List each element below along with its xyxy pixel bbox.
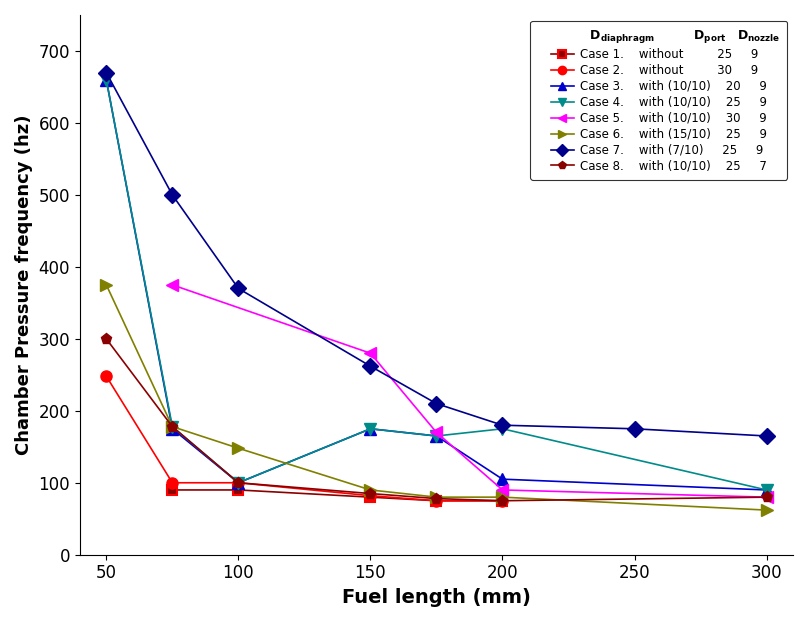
X-axis label: Fuel length (mm): Fuel length (mm) [342, 588, 531, 607]
Y-axis label: Chamber Pressure frequency (hz): Chamber Pressure frequency (hz) [15, 114, 33, 455]
Legend: Case 1.    without         25     9, Case 2.    without         30     9, Case 3: Case 1. without 25 9, Case 2. without 30… [531, 21, 787, 180]
